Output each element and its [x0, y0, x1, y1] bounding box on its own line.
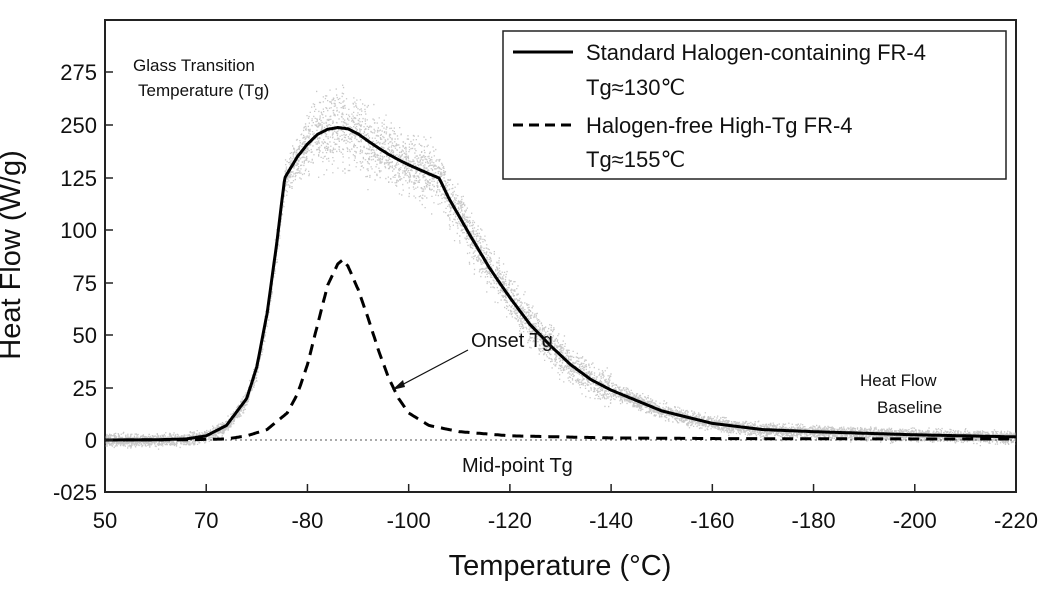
- x-tick-label: -140: [589, 508, 633, 533]
- y-tick-label: 275: [60, 60, 97, 85]
- legend-label-standard: Standard Halogen-containing FR-4: [586, 40, 926, 65]
- annotation-baseline-line1: Heat Flow: [860, 371, 937, 390]
- x-tick-label: -180: [792, 508, 836, 533]
- legend-box: [502, 30, 1007, 180]
- annotation-onset-tg: Onset Tg: [471, 330, 553, 352]
- x-tick-label: -120: [488, 508, 532, 533]
- ticks-layer: 50 70 -80 -100 -120 -140 -160 -180 -200 -220 -025 0…: [53, 60, 1038, 533]
- y-tick-label: 75: [73, 271, 97, 296]
- x-tick-label: -220: [994, 508, 1038, 533]
- legend: Standard Halogen-containing FR-4 Tg≈130℃…: [502, 30, 1007, 180]
- y-axis-title: Heat Flow (W/g): [0, 150, 27, 359]
- series-line-halogen-free: [105, 258, 1016, 442]
- x-axis-title: Temperature (°C): [449, 550, 672, 582]
- y-tick-label: 125: [60, 166, 97, 191]
- legend-sublabel-standard: Tg≈130℃: [586, 75, 685, 100]
- x-tick-label: 50: [93, 508, 117, 533]
- y-tick-label: 250: [60, 113, 97, 138]
- y-tick-label: 50: [73, 323, 97, 348]
- legend-sublabel-halogen-free: Tg≈155℃: [586, 147, 685, 172]
- x-tick-label: -80: [292, 508, 324, 533]
- x-tick-label: -100: [387, 508, 431, 533]
- y-tick-label: -025: [53, 480, 97, 505]
- y-tick-label: 25: [73, 376, 97, 401]
- y-tick-label: 100: [60, 218, 97, 243]
- x-tick-label: -160: [690, 508, 734, 533]
- onset-arrow: [392, 349, 469, 390]
- plot-frame: [104, 19, 1017, 493]
- series-line-standard: [105, 126, 1016, 442]
- y-tick-label: 0: [85, 428, 97, 453]
- annotation-mid-point-tg: Mid-point Tg: [462, 455, 573, 477]
- x-tick-label: 70: [194, 508, 218, 533]
- annotation-glass-transition-line1: Glass Transition: [133, 56, 255, 75]
- legend-label-halogen-free: Halogen-free High-Tg FR-4: [586, 113, 853, 138]
- annotation-glass-transition-line2: Temperature (Tg): [138, 81, 269, 100]
- x-tick-label: -200: [893, 508, 937, 533]
- annotation-baseline-line2: Baseline: [877, 398, 942, 417]
- series-layer: [105, 126, 1016, 442]
